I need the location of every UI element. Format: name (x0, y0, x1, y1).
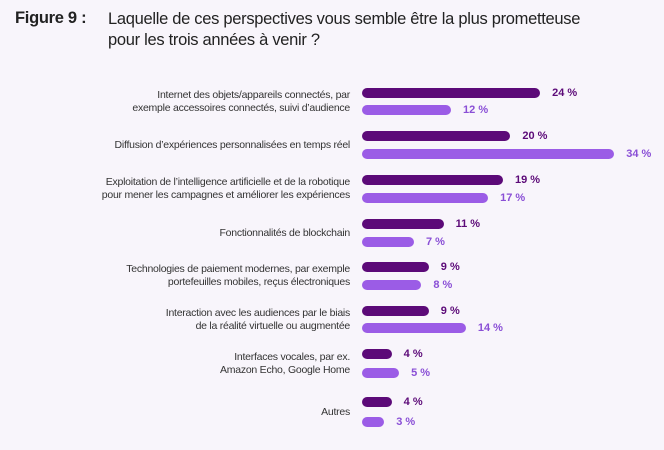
category-label-line: de la réalité virtuelle ou augmentée (195, 319, 351, 332)
category-label-line: Fonctionnalités de blockchain (219, 226, 350, 239)
series-1-value-label: 20 % (522, 130, 548, 142)
series-1-value-label: 9 % (440, 305, 460, 317)
series-2-value-label: 8 % (433, 279, 453, 291)
series-2-bar (362, 105, 452, 115)
category-label: Exploitation de l’intelligence artificie… (102, 176, 350, 202)
series-2-bar (362, 193, 489, 203)
series-2-value-label: 17 % (500, 192, 526, 204)
series-2-value-label: 34 % (626, 148, 652, 160)
series-2-value-label: 3 % (396, 416, 416, 428)
series-1-value-label: 11 % (455, 218, 481, 230)
category-label: Internet des objets/appareils connectés,… (132, 89, 350, 115)
series-2-value-label: 12 % (463, 104, 489, 116)
category-label-line: Amazon Echo, Google Home (220, 363, 350, 376)
category-label-line: pour mener les campagnes et améliorer le… (101, 189, 350, 201)
category-label: Interfaces vocales, par ex. Amazon Echo, … (220, 351, 350, 377)
series-1-bar (362, 306, 429, 316)
series-2-bar (362, 149, 615, 159)
series-1-value-label: 19 % (514, 174, 541, 186)
series-2-bar (362, 280, 422, 290)
series-1-bar (362, 219, 444, 229)
series-2-value-label: 14 % (477, 322, 503, 334)
series-1-value-label: 24 % (552, 87, 578, 99)
series-1-bar (362, 349, 392, 359)
category-label-line: Internet des objets/appareils connectés,… (157, 88, 350, 101)
category-label-line: portefeuilles mobiles, reçus électroniqu… (167, 276, 350, 288)
series-1-bar (362, 262, 429, 272)
series-1-bar (362, 88, 541, 98)
category-label-line: Diffusion d’expériences personnalisées e… (114, 138, 351, 151)
series-2-value-label: 5 % (411, 367, 431, 379)
series-1-value-label: 4 % (403, 348, 423, 360)
series-2-bar (362, 368, 400, 378)
series-1-bar (362, 397, 392, 407)
category-label: Fonctionnalités de blockchain (219, 227, 350, 240)
figure-label: Figure 9 : (15, 9, 87, 27)
category-label: Autres (321, 406, 350, 419)
category-label-line: Interaction avec les audiences par le bi… (165, 306, 350, 319)
category-label-line: Autres (321, 405, 350, 418)
series-1-value-label: 4 % (403, 396, 423, 408)
category-label-line: Technologies de paiement modernes, par e… (126, 263, 350, 275)
series-2-value-label: 7 % (425, 236, 445, 248)
series-1-bar (362, 131, 511, 141)
category-label: Diffusion d’expériences personnalisées e… (114, 138, 351, 152)
category-label: Interaction avec les audiences par le bi… (166, 307, 350, 333)
category-label: Technologies de paiement modernes, par e… (126, 263, 350, 289)
series-1-value-label: 9 % (440, 261, 460, 273)
chart-title-line: pour les trois années à venir ? (108, 31, 320, 49)
chart-title-line: Laquelle de ces perspectives vous semble… (108, 10, 581, 28)
category-label-line: exemple accessoires connectés, suivi d’a… (132, 101, 350, 114)
category-label-line: Interfaces vocales, par ex. (234, 350, 350, 363)
chart-title: Laquelle de ces perspectives vous semble… (108, 9, 648, 51)
category-label-line: Exploitation de l’intelligence artificie… (105, 176, 351, 188)
series-2-bar (362, 417, 385, 427)
series-1-bar (362, 175, 503, 185)
series-2-bar (362, 323, 466, 333)
series-2-bar (362, 237, 414, 247)
